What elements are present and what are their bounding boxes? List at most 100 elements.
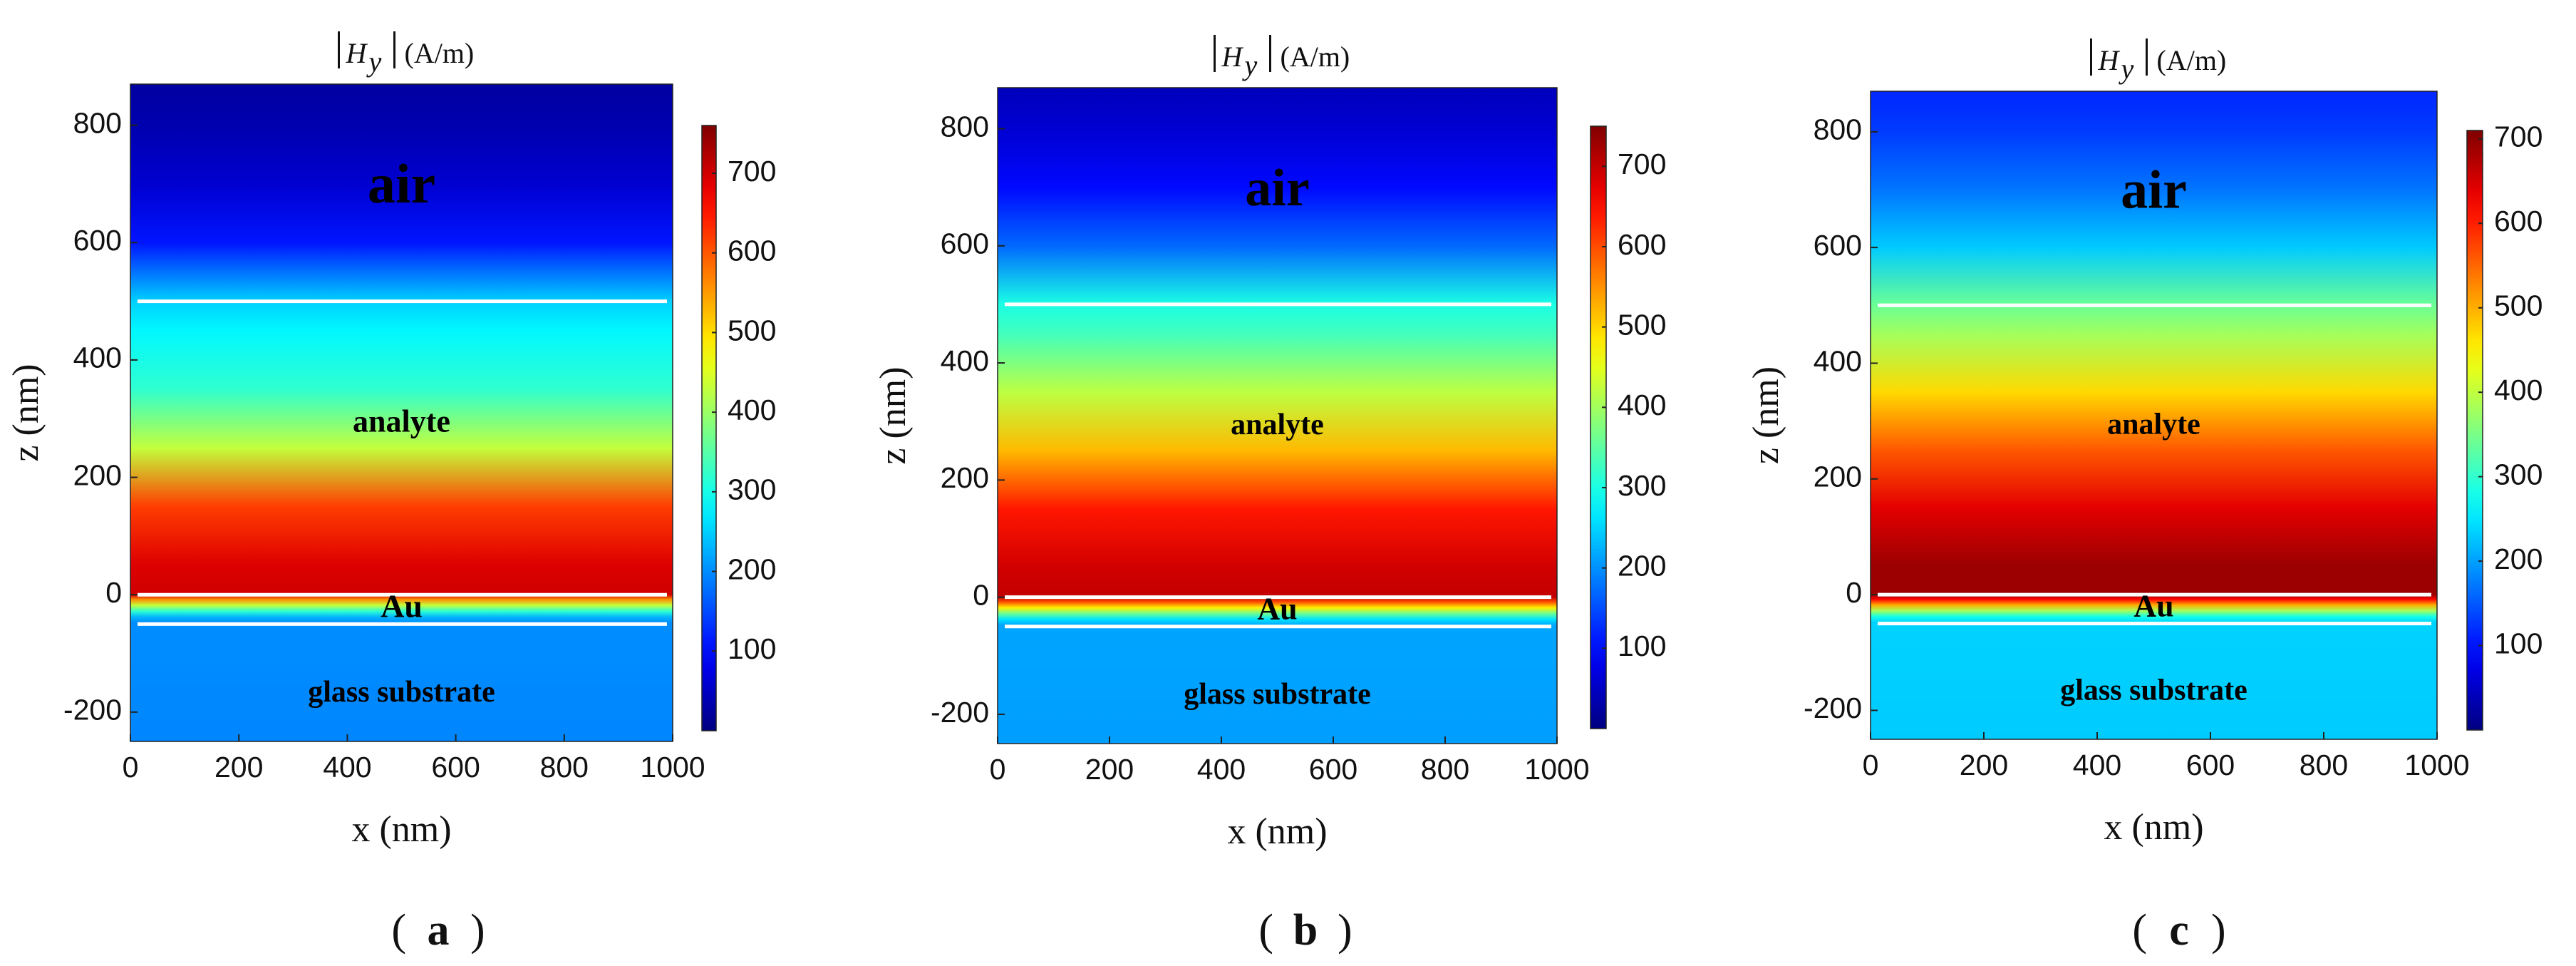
y-tick-label: 800 <box>1814 113 1862 146</box>
y-tick-label: -200 <box>1804 692 1862 724</box>
y-tick-label: -200 <box>931 696 989 729</box>
panel-b: air analyte Au glass substrate 0 200 400 600 800… <box>873 35 1666 955</box>
region-label-analyte: analyte <box>353 404 450 439</box>
y-tick-label: 0 <box>105 576 122 609</box>
x-tick-label: 1000 <box>1524 753 1589 786</box>
y-tick-label: 600 <box>941 227 989 260</box>
colorbar-tick-label: 400 <box>2494 374 2543 406</box>
colorbar-tick-label: 100 <box>1618 630 1666 662</box>
x-axis-label: x (nm) <box>2104 807 2203 848</box>
region-label-analyte: analyte <box>1231 409 1324 441</box>
x-tick-label: 0 <box>1863 749 1879 781</box>
x-axis-label: x (nm) <box>351 809 451 850</box>
x-tick-label: 600 <box>2186 749 2235 781</box>
colorbar <box>701 125 717 731</box>
colorbar-tick-label: 400 <box>728 394 776 426</box>
x-tick-label: 0 <box>123 751 139 783</box>
x-tick-label: 600 <box>1309 753 1357 786</box>
panel-label: ( c) <box>2132 906 2225 955</box>
title-unit: (A/m) <box>405 37 475 69</box>
panel-label: ( a) <box>391 906 485 955</box>
panel-a: air analyte Au glass substrate 0 200 400 600 800… <box>6 31 776 955</box>
colorbar-tick-label: 400 <box>1618 389 1666 421</box>
y-tick-label: 400 <box>1814 344 1862 377</box>
y-tick-label: 600 <box>73 224 122 257</box>
title-symbol: H <box>2098 44 2121 76</box>
title-subscript: y <box>1242 49 1258 81</box>
panel-label: (b) <box>1258 906 1352 955</box>
y-tick-label: 600 <box>1814 229 1862 262</box>
colorbar-tick-label: 100 <box>2494 627 2543 659</box>
panel-label-open-paren: ( <box>2132 906 2147 955</box>
region-label-glass-substrate: glass substrate <box>1184 678 1371 711</box>
field-map <box>130 84 673 741</box>
x-tick-label: 800 <box>1421 753 1469 786</box>
y-axis-label: z (nm) <box>873 366 914 464</box>
plot-frame <box>1870 91 2438 740</box>
y-tick-label: 200 <box>1814 461 1862 493</box>
region-label-air: air <box>1245 159 1309 217</box>
x-tick-label: 200 <box>1085 753 1134 786</box>
y-tick-label: 0 <box>1846 576 1862 609</box>
field-map <box>1871 91 2437 739</box>
colorbar-tick-label: 700 <box>1618 148 1666 180</box>
title-symbol: H <box>1221 41 1244 73</box>
y-tick-label: 200 <box>73 458 122 491</box>
colorbar-tick-label: 500 <box>728 314 776 346</box>
panel-label-letter: c <box>2169 906 2189 955</box>
x-axis-label: x (nm) <box>1227 811 1327 852</box>
colorbar-tick-label: 100 <box>728 632 776 665</box>
x-tick-label: 0 <box>990 753 1006 786</box>
panel-label-close-paren: ) <box>2211 906 2226 955</box>
x-tick-label: 400 <box>1197 753 1246 786</box>
colorbar-tick-label: 200 <box>2494 543 2543 575</box>
panel-label-letter: a <box>428 906 450 955</box>
panel-label-open-paren: ( <box>1258 906 1273 955</box>
x-tick-label: 1000 <box>640 751 705 783</box>
colorbar-tick-label: 600 <box>728 235 776 267</box>
region-label-air: air <box>368 153 435 215</box>
colorbar-tick-label: 500 <box>1618 308 1666 341</box>
x-tick-label: 400 <box>323 751 371 783</box>
title-symbol: H <box>346 37 368 69</box>
y-tick-label: -200 <box>63 694 122 726</box>
title-unit: (A/m) <box>2157 44 2227 76</box>
panel-label-letter: b <box>1293 906 1318 955</box>
colorbar-tick-label: 300 <box>2494 458 2543 490</box>
x-tick-label: 200 <box>1960 749 2008 781</box>
colorbar <box>2466 130 2483 731</box>
colorbar-tick-label: 700 <box>2494 120 2543 153</box>
colorbar <box>1590 125 1607 729</box>
field-map <box>998 88 1557 744</box>
y-tick-label: 200 <box>941 461 989 494</box>
region-label-Au: Au <box>2133 588 2173 623</box>
region-label-air: air <box>2121 160 2187 220</box>
colorbar-tick-label: 500 <box>2494 289 2543 322</box>
plot-frame <box>997 87 1558 744</box>
y-tick-label: 0 <box>973 578 989 611</box>
region-label-glass-substrate: glass substrate <box>308 676 495 709</box>
region-label-Au: Au <box>381 587 423 624</box>
x-tick-label: 200 <box>214 751 263 783</box>
x-tick-label: 1000 <box>2404 749 2469 781</box>
y-axis-label: z (nm) <box>1746 366 1786 464</box>
colorbar-tick-label: 600 <box>2494 205 2543 237</box>
x-tick-label: 800 <box>2300 749 2348 781</box>
x-tick-label: 600 <box>431 751 480 783</box>
title-unit: (A/m) <box>1281 41 1350 73</box>
colorbar-tick-label: 300 <box>1618 469 1666 502</box>
x-tick-label: 800 <box>540 751 589 783</box>
panel-label-close-paren: ) <box>470 906 485 955</box>
panel-label-open-paren: ( <box>391 906 406 955</box>
colorbar-tick-label: 700 <box>728 155 776 187</box>
colorbar-tick-label: 200 <box>728 553 776 585</box>
colorbar-tick-label: 600 <box>1618 228 1666 261</box>
colorbar-tick-label: 200 <box>1618 549 1666 582</box>
y-tick-label: 800 <box>941 110 989 143</box>
y-tick-label: 800 <box>73 106 122 139</box>
title-subscript: y <box>2119 53 2134 85</box>
